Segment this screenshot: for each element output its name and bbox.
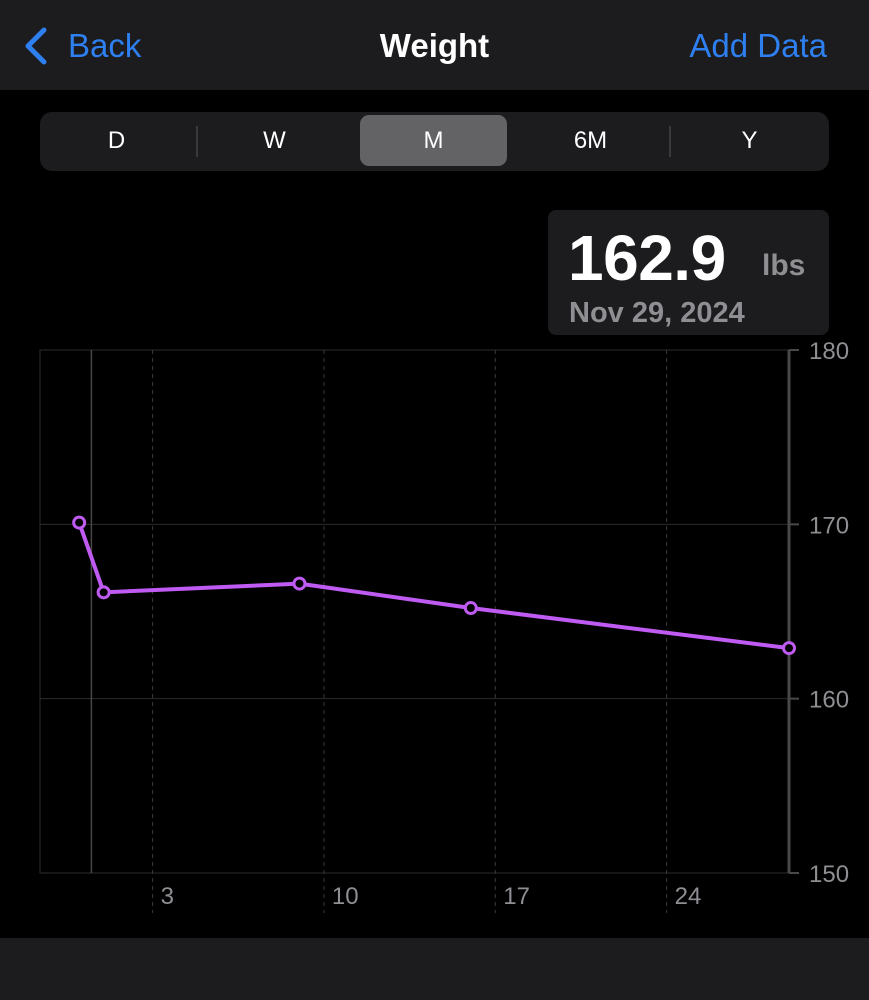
segment-divider — [196, 126, 198, 157]
add-data-button[interactable]: Add Data — [689, 27, 827, 64]
y-tick-label: 170 — [809, 512, 849, 539]
x-tick-label: 3 — [161, 883, 174, 910]
value-unit: lbs — [762, 249, 806, 282]
selected-date: Nov 29, 2024 — [569, 297, 745, 329]
weight-series-line — [77, 520, 791, 651]
data-point[interactable] — [72, 515, 87, 530]
data-point[interactable] — [292, 576, 307, 591]
selected-value-callout: 162.9 lbs Nov 29, 2024 — [548, 210, 829, 335]
segment-day[interactable]: D — [107, 126, 126, 154]
weight-line-chart[interactable]: 150 160 170 180 3 10 17 24 — [0, 0, 869, 938]
navigation-bar: Back Weight Add Data — [0, 0, 869, 90]
segment-divider — [669, 126, 671, 157]
data-point[interactable] — [463, 601, 478, 616]
data-point[interactable] — [782, 641, 796, 656]
x-tick-label: 24 — [675, 883, 702, 910]
plot-frame — [39, 349, 790, 874]
x-tick-label: 17 — [503, 883, 530, 910]
bottom-bar — [0, 938, 869, 1000]
selected-value: 162.9 — [568, 222, 726, 294]
segment-month[interactable]: M — [360, 115, 507, 166]
chevron-left-icon — [25, 27, 47, 65]
segment-six-months[interactable]: 6M — [573, 126, 608, 154]
back-button[interactable]: Back — [22, 24, 141, 68]
y-tick-label: 150 — [809, 861, 849, 888]
y-tick-label: 180 — [809, 338, 849, 365]
y-tick-label: 160 — [809, 687, 849, 714]
segment-week[interactable]: W — [263, 126, 286, 154]
data-point[interactable] — [96, 585, 111, 600]
segment-year[interactable]: Y — [741, 126, 758, 154]
x-tick-label: 10 — [332, 883, 359, 910]
back-label: Back — [68, 27, 142, 64]
time-range-segmented-control: D W M 6M Y — [40, 112, 829, 171]
